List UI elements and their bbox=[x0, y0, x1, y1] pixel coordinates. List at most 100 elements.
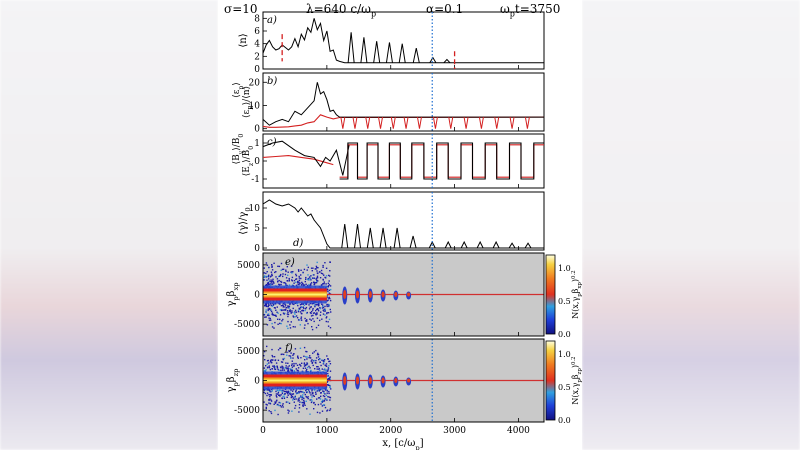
density-dot bbox=[289, 355, 292, 357]
density-dot bbox=[264, 304, 266, 307]
density-dot bbox=[293, 279, 296, 282]
density-dot bbox=[300, 316, 303, 318]
density-dot bbox=[324, 310, 326, 312]
density-dot bbox=[310, 283, 312, 285]
density-dot bbox=[281, 365, 283, 367]
density-dot bbox=[296, 392, 298, 394]
density-blob-core bbox=[368, 377, 372, 384]
density-dot bbox=[315, 393, 317, 395]
density-dot bbox=[329, 408, 332, 410]
density-dot bbox=[301, 284, 303, 286]
density-dot bbox=[281, 320, 283, 322]
density-dot bbox=[311, 390, 313, 392]
density-dot bbox=[290, 393, 292, 395]
density-dot bbox=[301, 395, 304, 398]
density-dot bbox=[263, 272, 265, 274]
density-dot bbox=[293, 370, 295, 372]
density-dot bbox=[283, 397, 286, 399]
density-dot bbox=[319, 307, 321, 310]
density-dot bbox=[297, 369, 299, 372]
density-dot bbox=[301, 306, 303, 308]
density-dot bbox=[273, 262, 275, 264]
density-dot bbox=[287, 390, 290, 392]
energy-dip bbox=[432, 116, 438, 129]
density-dot bbox=[273, 327, 275, 329]
density-dot bbox=[270, 275, 272, 277]
density-dot bbox=[280, 367, 282, 369]
density-dot bbox=[297, 357, 299, 359]
density-dot bbox=[266, 324, 269, 326]
density-dot bbox=[328, 297, 330, 299]
density-dot bbox=[268, 398, 270, 401]
density-dot bbox=[317, 280, 319, 282]
density-dot bbox=[318, 367, 320, 370]
density-dot bbox=[300, 319, 303, 321]
density-dot bbox=[322, 395, 325, 397]
density-dot bbox=[303, 403, 305, 405]
density-dot bbox=[310, 275, 312, 277]
density-blob-core bbox=[368, 291, 372, 298]
density-dot bbox=[280, 406, 283, 408]
density-blob-core bbox=[343, 376, 347, 385]
density-dot bbox=[290, 312, 292, 314]
density-dot bbox=[291, 360, 293, 362]
density-dot bbox=[287, 409, 289, 411]
density-dot bbox=[315, 314, 317, 316]
density-dot bbox=[327, 282, 330, 284]
density-dot bbox=[303, 365, 306, 367]
density-dot bbox=[316, 312, 318, 314]
density-dot bbox=[309, 306, 311, 308]
density-dot bbox=[322, 404, 324, 406]
density-dot bbox=[266, 264, 269, 266]
density-dot bbox=[279, 275, 281, 277]
density-dot bbox=[278, 404, 280, 407]
density-dot bbox=[324, 398, 326, 400]
density-dot bbox=[311, 359, 313, 361]
energy-dip bbox=[509, 116, 515, 129]
x-tick-label: 4000 bbox=[507, 426, 530, 436]
density-dot bbox=[319, 389, 321, 391]
density-dot bbox=[322, 306, 325, 309]
density-dot bbox=[301, 396, 303, 399]
density-spike bbox=[412, 47, 420, 63]
density-dot bbox=[274, 321, 276, 324]
density-dot bbox=[288, 307, 290, 309]
density-dot bbox=[302, 401, 305, 404]
density-dot bbox=[309, 357, 312, 359]
density-dot bbox=[287, 307, 290, 309]
density-dot bbox=[313, 359, 315, 362]
density-dot bbox=[302, 303, 304, 305]
density-spike bbox=[347, 32, 355, 63]
density-blob-core bbox=[407, 292, 411, 297]
density-dot bbox=[309, 311, 312, 314]
density-dot bbox=[304, 404, 306, 406]
density-dot bbox=[319, 358, 321, 360]
density-dot bbox=[328, 305, 330, 307]
density-dot bbox=[329, 384, 331, 387]
density-dot bbox=[271, 274, 273, 277]
density-dot bbox=[280, 369, 282, 371]
density-dot bbox=[297, 281, 299, 284]
density-dot bbox=[319, 361, 321, 363]
density-dot bbox=[326, 300, 329, 302]
density-dot bbox=[279, 309, 282, 311]
density-dot bbox=[270, 394, 272, 396]
density-dot bbox=[293, 364, 295, 367]
density-dot bbox=[300, 357, 302, 359]
density-dot bbox=[289, 350, 291, 352]
density-dot bbox=[275, 390, 277, 393]
density-dot bbox=[325, 320, 327, 323]
density-dot bbox=[283, 357, 286, 360]
y-tick-label: 10 bbox=[249, 101, 261, 111]
density-dot bbox=[329, 370, 332, 372]
density-dot bbox=[324, 368, 326, 370]
density-dot bbox=[316, 277, 319, 279]
lorentz-peak bbox=[508, 242, 516, 249]
density-dot bbox=[266, 363, 268, 365]
density-dot bbox=[297, 398, 299, 400]
density-dot bbox=[286, 280, 288, 282]
energy-dip bbox=[378, 116, 384, 129]
density-dot bbox=[327, 372, 329, 375]
density-dot bbox=[292, 357, 294, 359]
density-dot bbox=[281, 392, 284, 395]
